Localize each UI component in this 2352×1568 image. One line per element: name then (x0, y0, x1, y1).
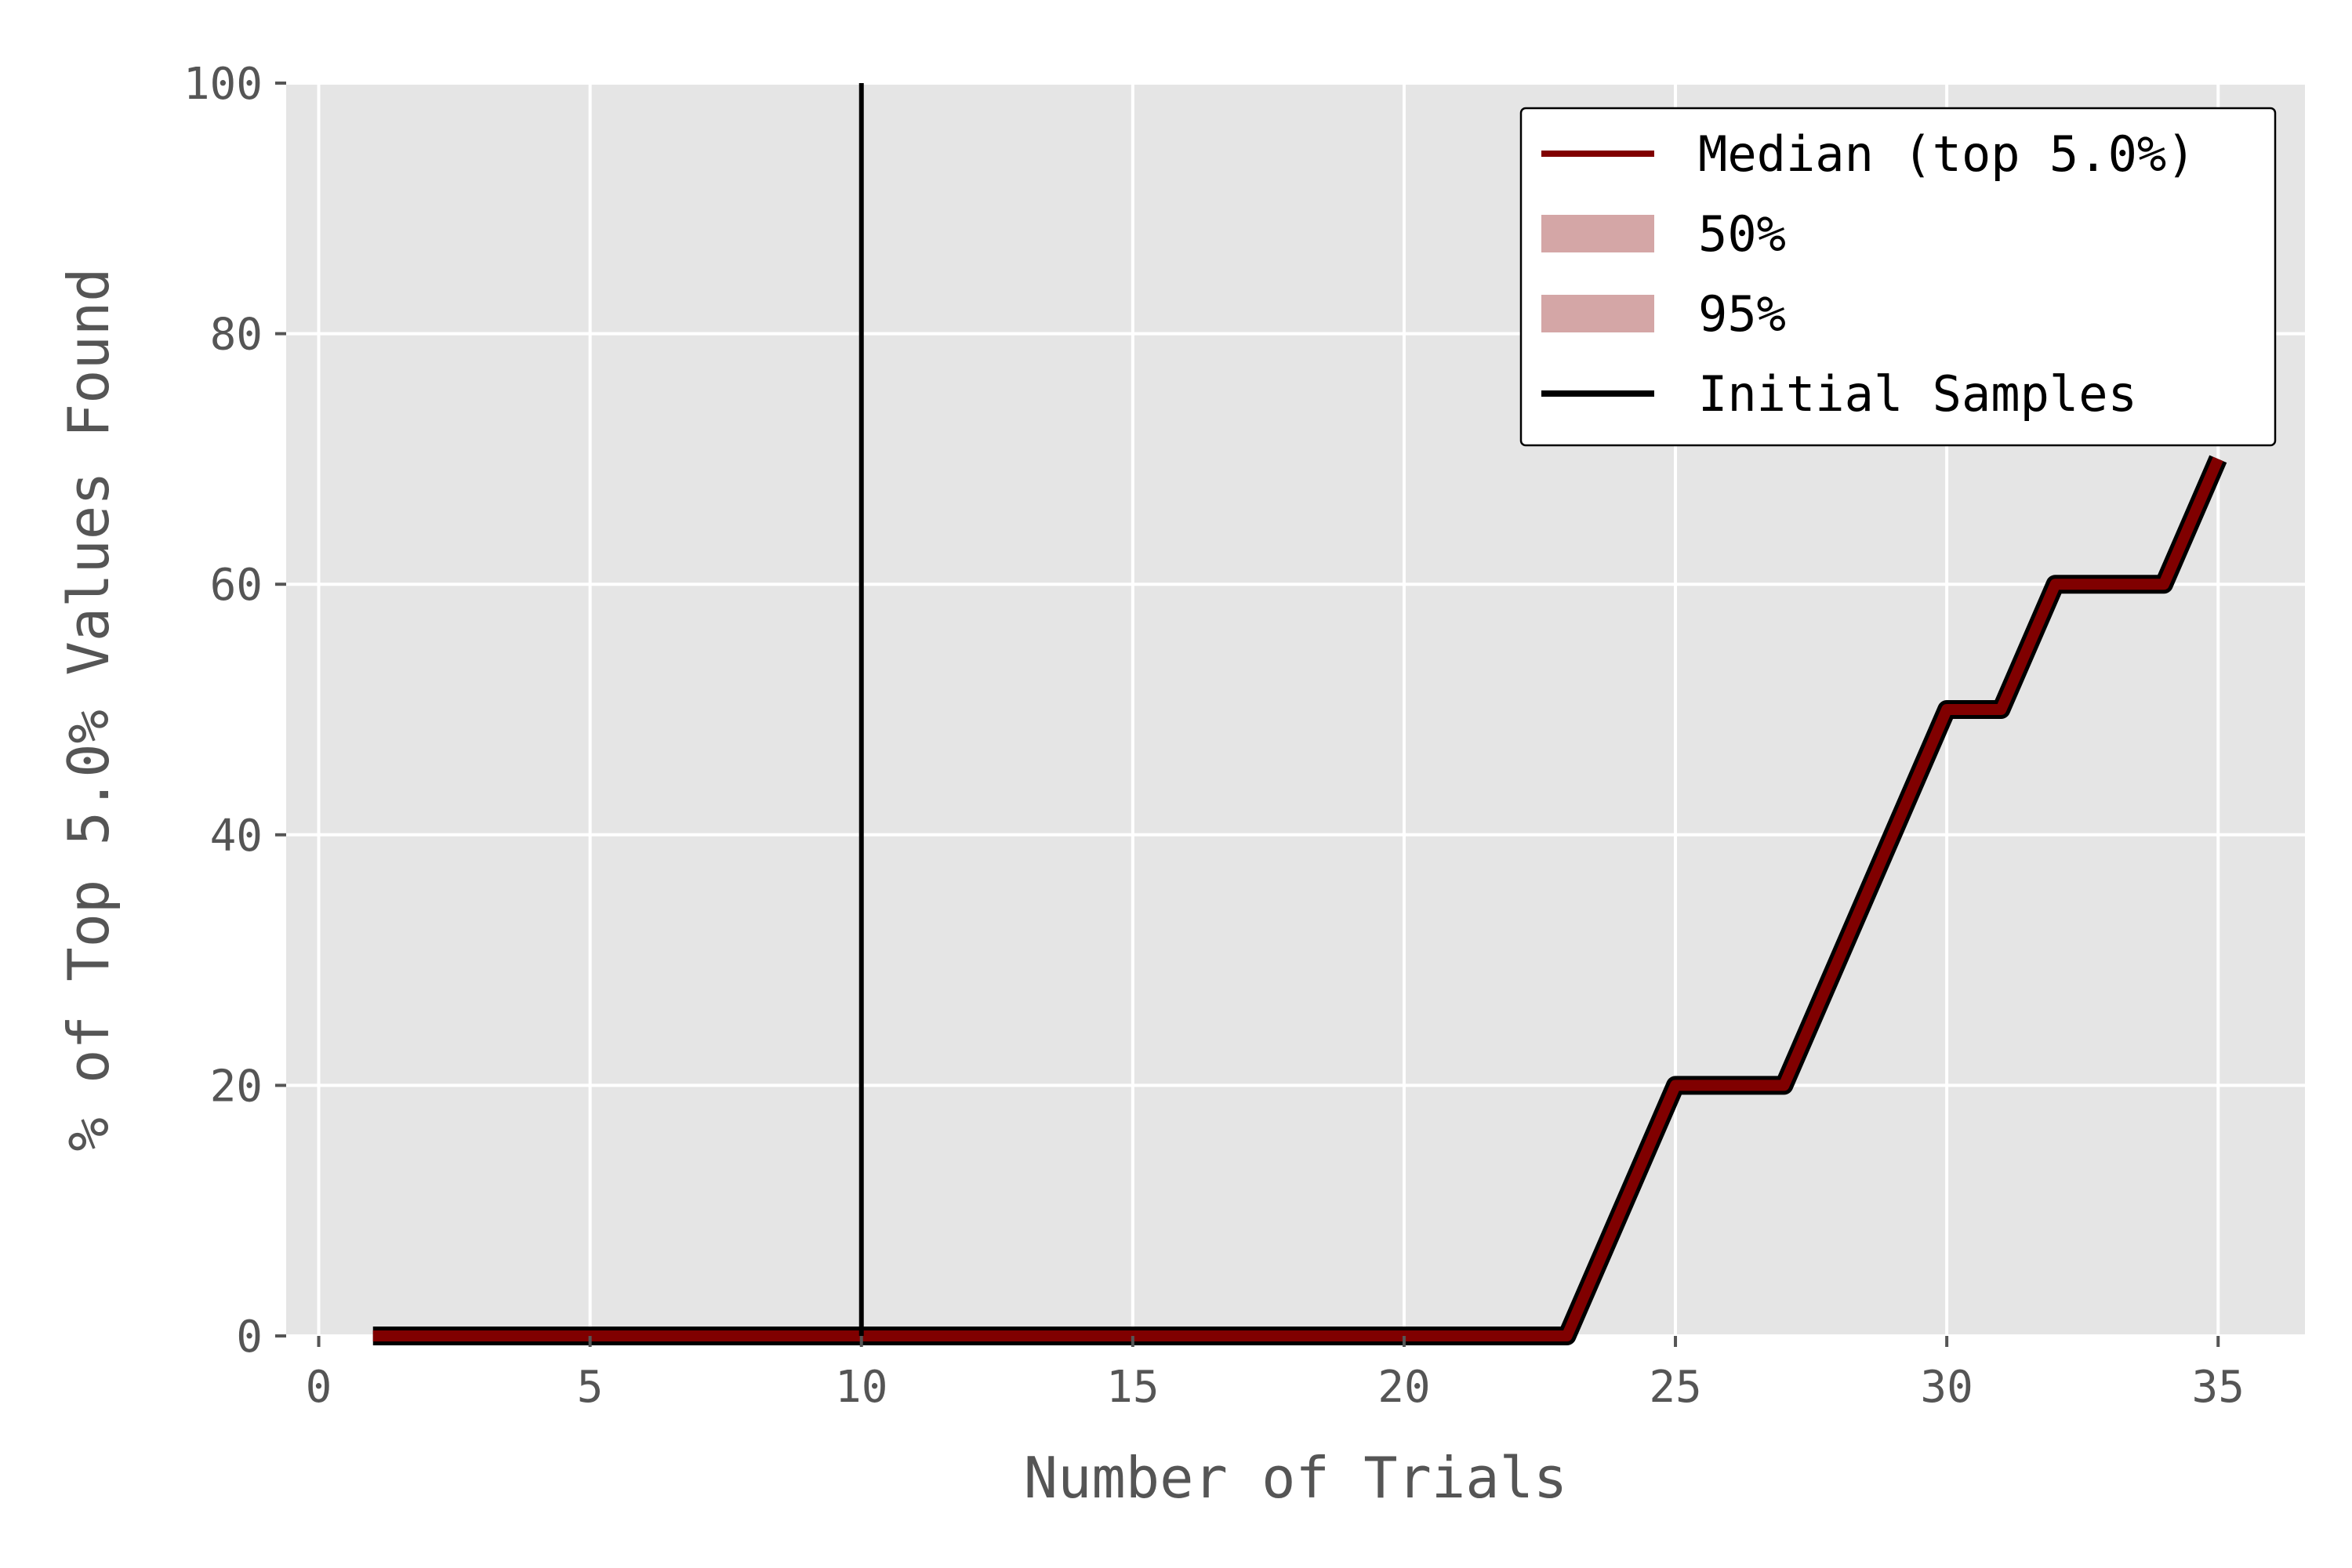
legend-entry-label: Median (top 5.0%) (1698, 125, 2196, 183)
median-line (372, 456, 2223, 1341)
legend-swatch-patch (1541, 295, 1654, 332)
legend-entry-label: 95% (1698, 285, 1786, 343)
x-tick-label: 5 (577, 1362, 604, 1413)
x-axis: 0 5 10 15 20 25 30 35 (306, 1336, 2245, 1413)
x-tick-label: 30 (1920, 1362, 1973, 1413)
x-tick-label: 25 (1649, 1362, 1701, 1413)
y-axis-label: % of Top 5.0% Values Found (56, 267, 122, 1151)
y-tick-label: 80 (210, 310, 263, 361)
legend: Median (top 5.0%) 50% 95% Initial Samples (1519, 107, 2277, 447)
x-tick-label: 35 (2192, 1362, 2245, 1413)
series-layer (372, 455, 2227, 1345)
legend-entry-label: Initial Samples (1698, 365, 2137, 423)
y-tick-label: 0 (236, 1312, 263, 1363)
x-tick-label: 0 (306, 1362, 332, 1413)
x-tick-label: 10 (835, 1362, 887, 1413)
y-tick-label: 60 (210, 560, 263, 611)
x-tick-label: 15 (1106, 1362, 1159, 1413)
x-axis-label: Number of Trials (1024, 1445, 1568, 1511)
legend-entry-label: 50% (1698, 205, 1786, 263)
x-tick-label: 20 (1377, 1362, 1430, 1413)
y-tick-label: 20 (210, 1061, 263, 1112)
y-tick-label: 40 (210, 811, 263, 862)
y-axis: 0 20 40 60 80 100 (183, 59, 286, 1363)
legend-swatch-patch (1541, 215, 1654, 252)
legend-box (1519, 107, 2277, 447)
y-tick-label: 100 (183, 59, 263, 110)
